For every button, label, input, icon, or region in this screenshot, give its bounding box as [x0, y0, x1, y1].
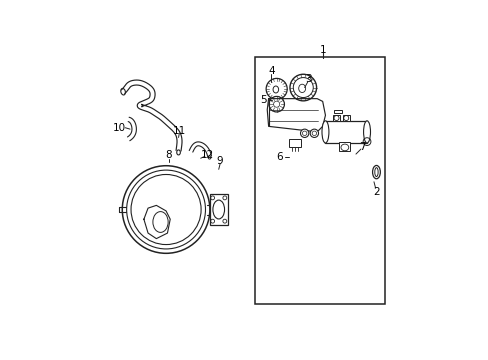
- Text: 5: 5: [259, 95, 266, 105]
- Ellipse shape: [374, 168, 377, 176]
- Circle shape: [311, 131, 316, 135]
- Text: 4: 4: [267, 66, 274, 76]
- Text: 1: 1: [319, 45, 325, 55]
- Bar: [339, 143, 350, 151]
- Text: 10: 10: [112, 123, 125, 133]
- Bar: [342, 115, 349, 121]
- Bar: [325, 121, 366, 143]
- Bar: [332, 115, 340, 121]
- Circle shape: [309, 129, 318, 138]
- Text: 7: 7: [359, 142, 366, 152]
- Text: 8: 8: [165, 150, 172, 161]
- Bar: [288, 139, 301, 148]
- Bar: [333, 110, 341, 113]
- Bar: [209, 194, 227, 225]
- Ellipse shape: [321, 121, 328, 143]
- Text: 9: 9: [216, 156, 223, 166]
- Ellipse shape: [372, 166, 380, 179]
- Text: 2: 2: [373, 186, 379, 197]
- Text: 11: 11: [173, 126, 186, 135]
- Text: 12: 12: [201, 150, 214, 159]
- Text: 6: 6: [276, 152, 283, 162]
- Circle shape: [289, 74, 316, 101]
- Circle shape: [300, 129, 308, 138]
- Circle shape: [302, 131, 306, 135]
- Text: 3: 3: [305, 74, 311, 84]
- Circle shape: [268, 96, 284, 112]
- Bar: [254, 57, 384, 304]
- Ellipse shape: [363, 121, 370, 143]
- Circle shape: [265, 78, 286, 99]
